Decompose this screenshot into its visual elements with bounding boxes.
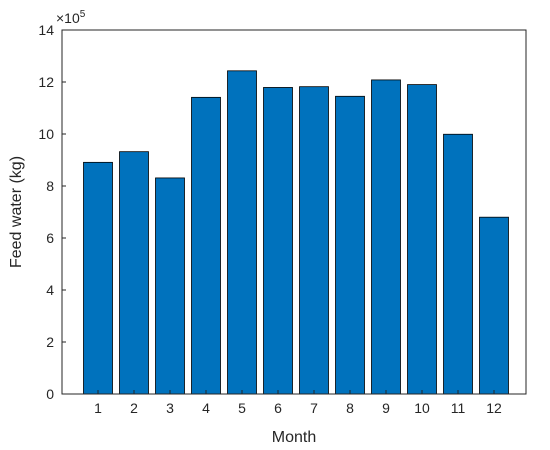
- bar-month-3: [155, 177, 185, 395]
- y-tick-label: 4: [46, 282, 54, 298]
- bar-month-2: [119, 151, 149, 395]
- bar-month-7: [299, 86, 329, 395]
- x-axis-ticks: 1 2 3 4 5 6 7 8 9 10 11 12: [94, 390, 502, 416]
- x-axis-title: Month: [272, 429, 316, 446]
- y-axis-exponent-power: 5: [80, 9, 86, 20]
- y-tick-label: 2: [46, 334, 54, 350]
- y-axis-title: Feed water (kg): [8, 156, 25, 268]
- x-tick-label: 12: [486, 400, 502, 416]
- x-tick-label: 11: [451, 400, 466, 416]
- x-tick-label: 3: [166, 400, 174, 416]
- y-tick-label: 8: [46, 178, 54, 194]
- y-axis-exponent: ×105: [56, 9, 86, 26]
- y-tick-label: 10: [38, 126, 54, 142]
- bar-month-12: [479, 216, 509, 395]
- x-tick-label: 2: [130, 400, 138, 416]
- x-tick-label: 5: [238, 400, 246, 416]
- x-tick-label: 10: [414, 400, 430, 416]
- bar-month-1: [83, 161, 113, 395]
- x-tick-label: 8: [346, 400, 354, 416]
- x-tick-label: 6: [274, 400, 282, 416]
- bar-month-10: [407, 84, 437, 395]
- y-axis-ticks: 0 2 4 6 8 10 12 14: [38, 22, 66, 402]
- y-tick-label: 6: [46, 230, 54, 246]
- bar-month-5: [227, 70, 257, 395]
- x-tick-label: 1: [94, 400, 102, 416]
- x-tick-label: 4: [202, 400, 210, 416]
- x-tick-label: 7: [310, 400, 318, 416]
- bar-month-8: [335, 95, 365, 395]
- bar-series: [83, 70, 509, 395]
- y-tick-label: 12: [38, 74, 54, 90]
- x-tick-label: 9: [382, 400, 390, 416]
- bar-month-9: [371, 79, 401, 395]
- y-tick-label: 14: [38, 22, 54, 38]
- y-tick-label: 0: [46, 386, 54, 402]
- y-axis-exponent-base: ×10: [56, 10, 80, 26]
- bar-month-6: [263, 87, 293, 395]
- bar-month-4: [191, 96, 221, 395]
- bar-month-11: [443, 133, 473, 395]
- plot-area-frame: [61, 29, 527, 395]
